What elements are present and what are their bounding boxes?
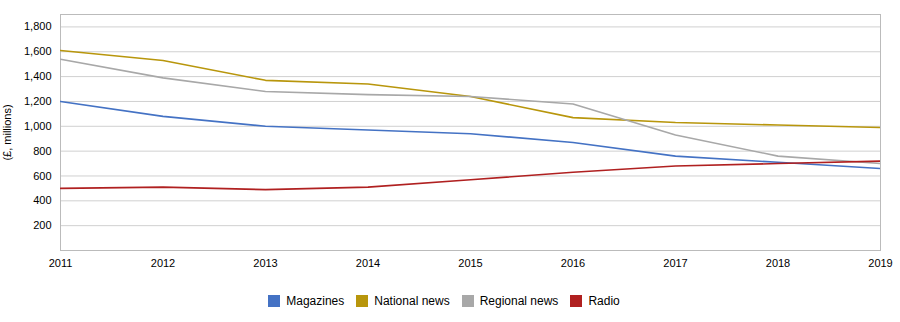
svg-text:2016: 2016 [561, 257, 585, 269]
svg-text:400: 400 [33, 194, 51, 206]
svg-text:1,000: 1,000 [24, 120, 52, 132]
svg-text:2019: 2019 [868, 257, 892, 269]
svg-text:2014: 2014 [356, 257, 380, 269]
svg-text:200: 200 [33, 219, 51, 231]
svg-text:1,400: 1,400 [24, 70, 52, 82]
svg-text:2011: 2011 [49, 257, 73, 269]
svg-text:2012: 2012 [151, 257, 175, 269]
svg-text:1,600: 1,600 [24, 45, 52, 57]
html-text:National news: National news [374, 293, 450, 308]
svg-text:2015: 2015 [458, 257, 482, 269]
html-text:Regional news: Regional news [479, 293, 559, 308]
svg-text:2017: 2017 [663, 257, 687, 269]
svg-text:1,200: 1,200 [24, 95, 52, 107]
svg-text:2013: 2013 [253, 257, 277, 269]
svg-text:600: 600 [33, 169, 51, 181]
html-text:Radio: Radio [588, 293, 620, 308]
svg-text:2018: 2018 [766, 257, 790, 269]
svg-text:1,800: 1,800 [24, 20, 52, 32]
svg-text:800: 800 [33, 145, 51, 157]
html-text:Magazines: Magazines [286, 293, 345, 308]
svg-text:(£, millions): (£, millions) [1, 104, 13, 160]
